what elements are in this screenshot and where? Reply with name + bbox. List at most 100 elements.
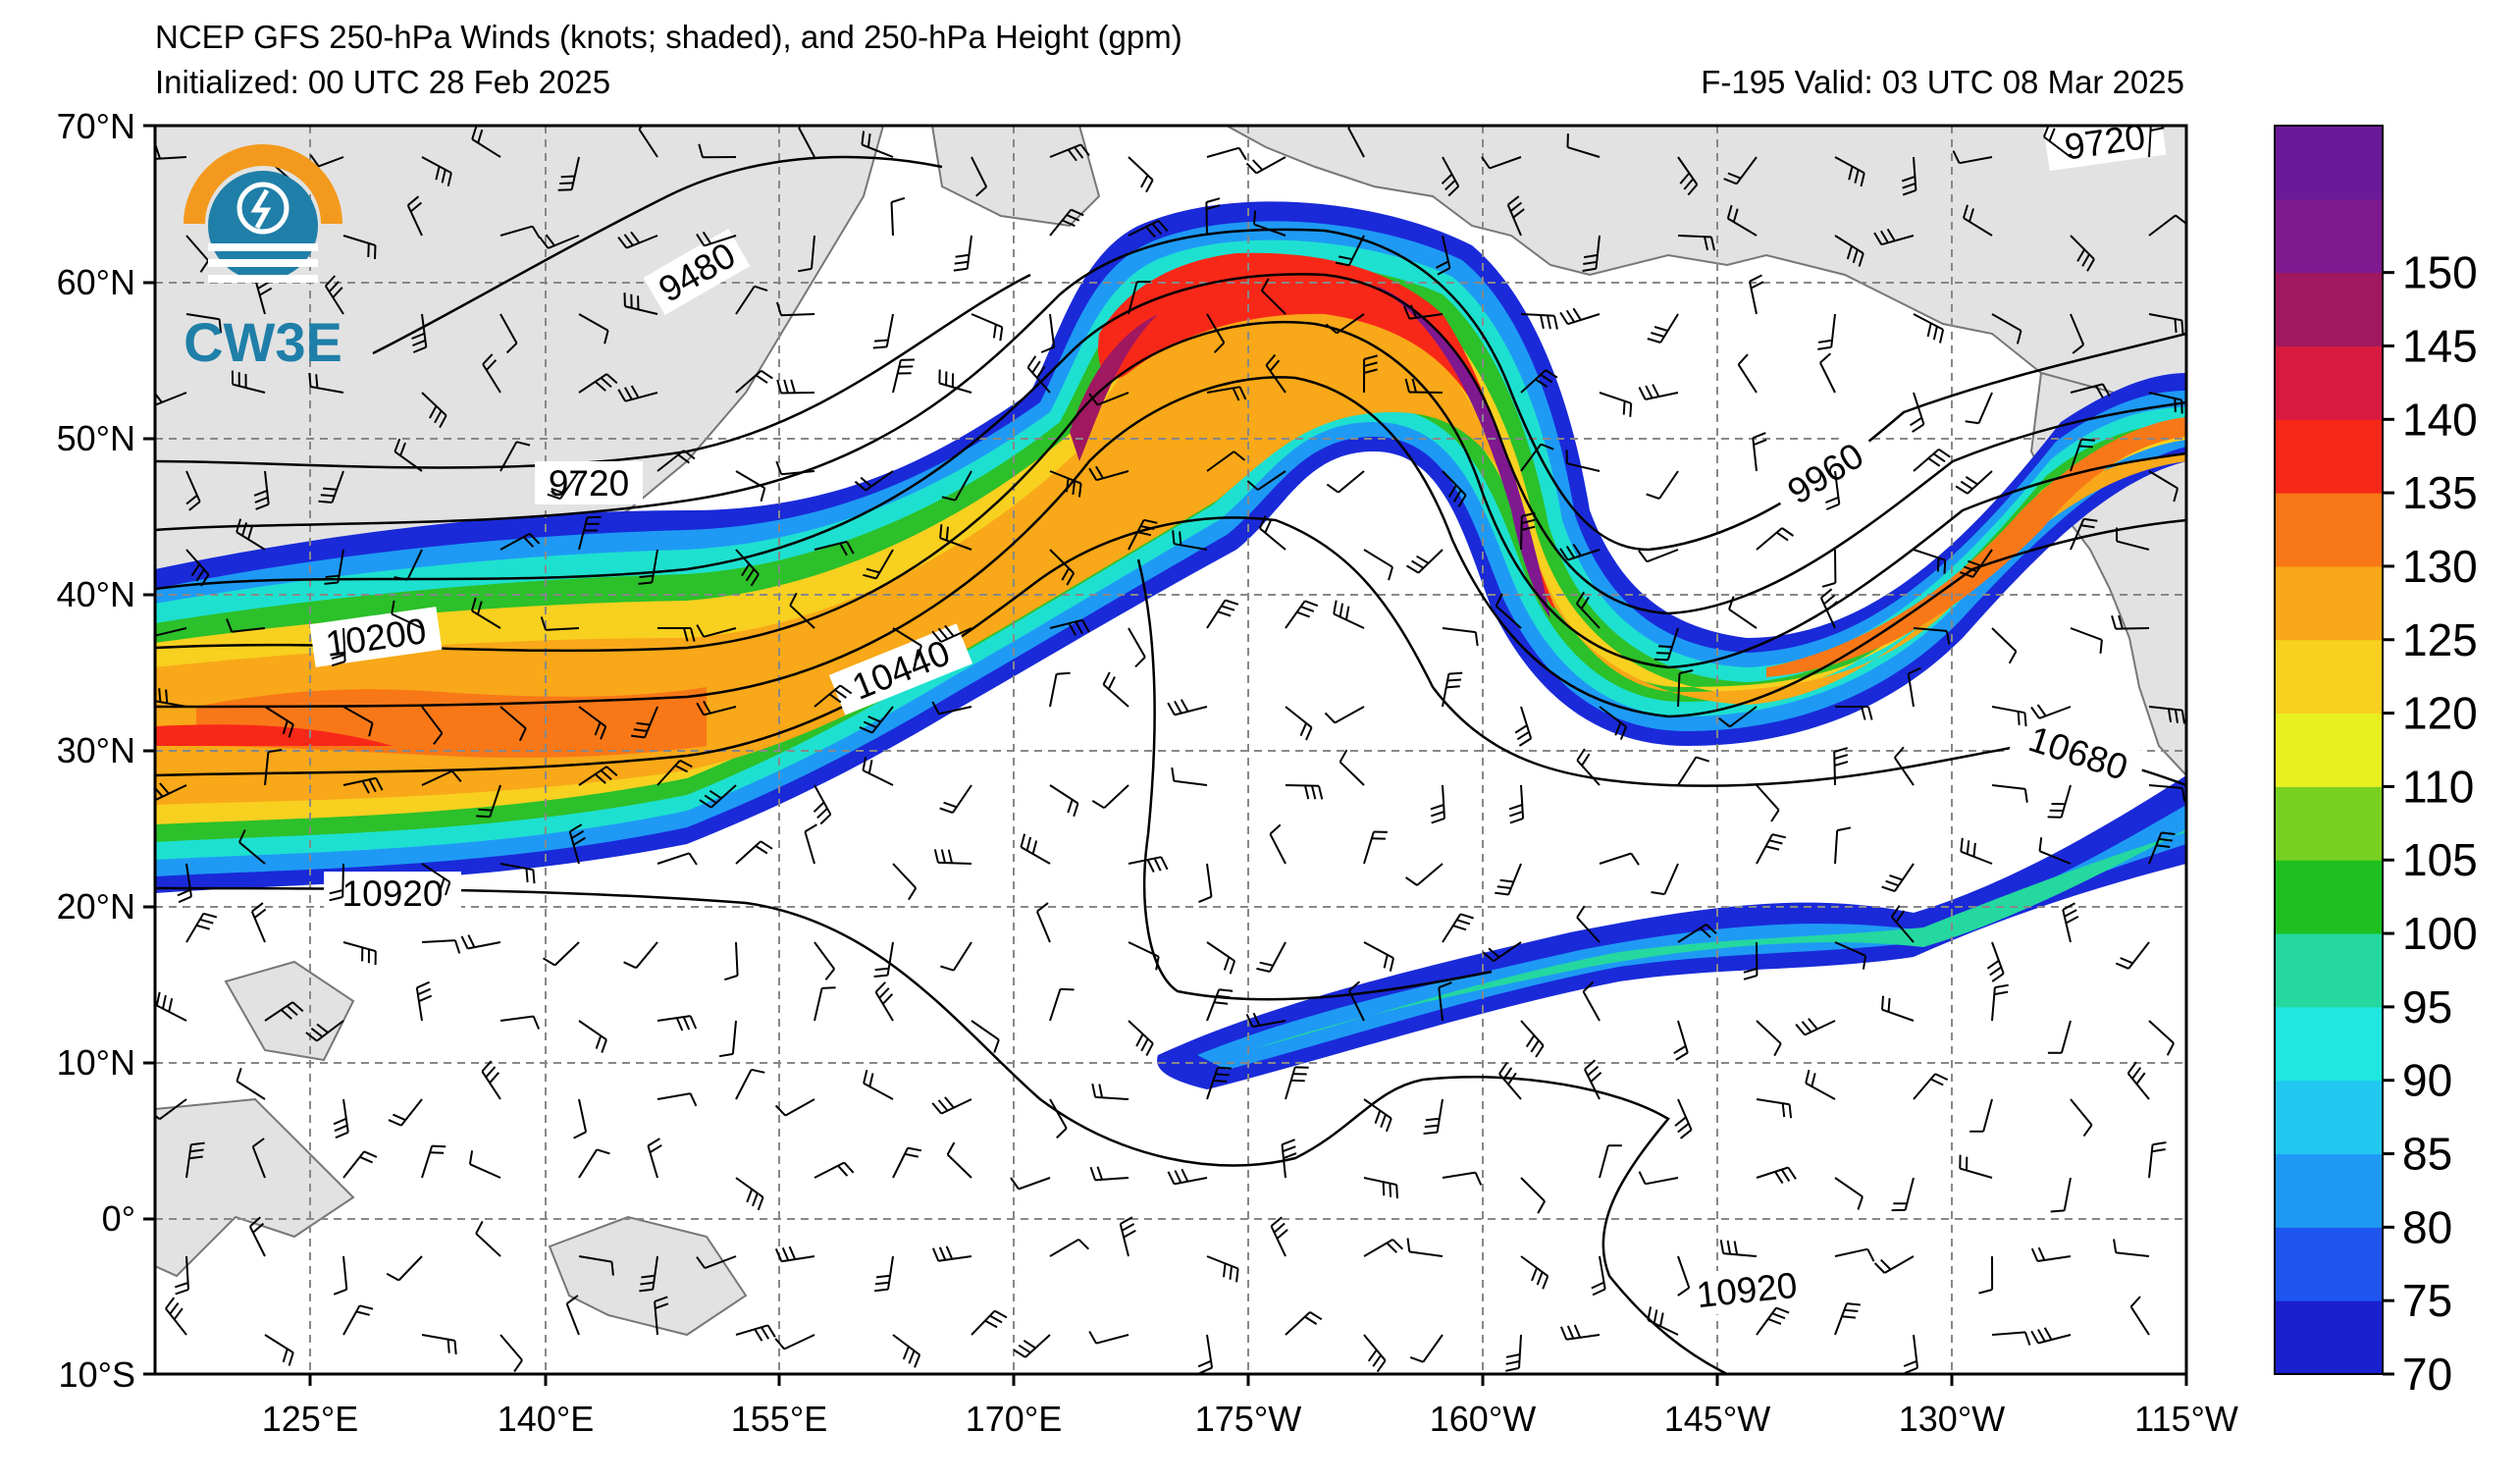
wind-barb-feather xyxy=(846,541,855,555)
wind-barb xyxy=(1206,599,1227,629)
wind-barb-feather xyxy=(861,131,866,145)
wind-barb xyxy=(1982,1098,1993,1133)
wind-barb-feather xyxy=(2072,344,2084,354)
wind-barb-feather xyxy=(760,840,773,850)
wind-barb-feather xyxy=(1817,339,1833,344)
wind-barb-feather xyxy=(1972,842,1976,857)
wind-barb xyxy=(1102,683,1129,708)
wind-barb xyxy=(890,201,894,237)
wind-barb xyxy=(1281,1144,1286,1179)
wind-barb-feather xyxy=(1251,159,1264,171)
wind-barb-feather xyxy=(394,438,401,452)
wind-barb xyxy=(2148,784,2182,789)
wind-barb-feather xyxy=(605,373,618,385)
wind-barb-feather xyxy=(218,319,223,334)
wind-barb-feather xyxy=(468,1150,474,1165)
wind-barb-feather xyxy=(1873,1262,1886,1274)
wind-barb xyxy=(1409,313,1444,320)
wind-barb xyxy=(264,1001,293,1022)
wind-barb-feather xyxy=(190,1141,205,1146)
wind-barb xyxy=(1206,450,1235,472)
wind-barb-feather xyxy=(173,1307,184,1320)
wind-barb xyxy=(1677,923,1707,943)
wind-barb xyxy=(2043,135,2072,158)
wind-barb xyxy=(1049,673,1058,708)
wind-barb-feather xyxy=(1091,1083,1097,1098)
wind-barb-feather xyxy=(1930,1078,1944,1086)
wind-barb-feather xyxy=(451,769,462,783)
wind-barb xyxy=(2126,1072,2150,1100)
wind-barb-feather xyxy=(559,182,574,185)
colorbar-tick-label: 105 xyxy=(2402,834,2478,885)
wind-barb-feather xyxy=(683,627,689,642)
wind-barb-feather xyxy=(1448,671,1463,675)
wind-barb xyxy=(781,470,815,476)
wind-barb-feather xyxy=(1873,232,1883,245)
wind-barb-feather xyxy=(529,533,541,545)
wind-barb-feather xyxy=(1018,1344,1031,1354)
wind-barb-feather xyxy=(1566,1325,1575,1340)
wind-barb-feather xyxy=(984,1319,998,1329)
wind-barb-feather xyxy=(992,324,997,339)
wind-barb-feather xyxy=(1743,975,1758,980)
wind-barb-feather xyxy=(1383,954,1389,969)
wind-barb-feather xyxy=(1259,961,1274,967)
wind-barb xyxy=(1749,281,1758,315)
wind-barb-feather xyxy=(702,231,712,244)
wind-barb-feather xyxy=(1153,858,1162,872)
wind-barb xyxy=(578,706,606,728)
wind-barb xyxy=(341,863,344,898)
wind-barb-feather xyxy=(557,188,572,191)
wind-barb-feather xyxy=(1385,1118,1392,1133)
wind-barb xyxy=(1991,627,2018,653)
wind-barb-feather xyxy=(1536,1271,1544,1286)
wind-barb-feather xyxy=(2129,1296,2141,1308)
wind-barb xyxy=(1756,1098,1790,1106)
wind-barb xyxy=(1442,673,1450,708)
wind-barb-feather xyxy=(594,721,602,736)
wind-barb-feather xyxy=(1136,531,1152,537)
wind-barb-feather xyxy=(147,624,154,636)
wind-barb xyxy=(1206,313,1226,344)
wind-barb xyxy=(1834,1177,1864,1198)
wind-barb-feather xyxy=(1654,326,1668,332)
wind-barb xyxy=(185,470,201,503)
colorbar-segment xyxy=(2275,198,2383,274)
wind-barb-feather xyxy=(177,888,191,897)
wind-barb xyxy=(238,841,266,865)
wind-barb-feather xyxy=(1167,702,1176,715)
wind-barb xyxy=(2115,627,2150,630)
wind-barb-feather xyxy=(2030,706,2040,719)
wind-barb xyxy=(264,1334,294,1353)
wind-barb-feather xyxy=(760,488,766,503)
wind-barb-feather xyxy=(947,849,953,864)
wind-barb-feather xyxy=(236,518,242,533)
wind-barb-feather xyxy=(1300,606,1315,612)
wind-barb-feather xyxy=(937,627,949,640)
wind-barb-feather xyxy=(1811,1073,1816,1087)
wind-barb-feather xyxy=(149,146,154,159)
wind-barb-feather xyxy=(754,1328,763,1342)
wind-barb xyxy=(499,225,533,237)
wind-barb-feather xyxy=(453,1340,457,1354)
wind-barb-feather xyxy=(2099,639,2103,654)
wind-barb-feather xyxy=(1960,571,1973,578)
wind-barb-feather xyxy=(940,965,955,972)
wind-barb xyxy=(155,700,187,708)
wind-barb-feather xyxy=(2036,704,2047,716)
wind-barb xyxy=(1881,1008,1915,1022)
wind-barb-feather xyxy=(1904,1366,1918,1374)
colorbar-tick-label: 130 xyxy=(2402,541,2478,592)
wind-barb-feather xyxy=(566,1295,579,1305)
wind-barb xyxy=(1205,201,1208,237)
wind-barb-feather xyxy=(1862,955,1867,970)
wind-barb-feather xyxy=(638,581,653,585)
wind-barb-feather xyxy=(1010,1177,1020,1191)
wind-barb-feather xyxy=(1674,1116,1687,1127)
wind-barb xyxy=(2129,1305,2150,1336)
colorbar-segment xyxy=(2275,1227,2383,1301)
wind-barb-feather xyxy=(1388,566,1393,581)
wind-barb xyxy=(159,1098,187,1121)
wind-barb-feather xyxy=(1677,1123,1690,1134)
wind-barb-feather xyxy=(649,1143,662,1153)
